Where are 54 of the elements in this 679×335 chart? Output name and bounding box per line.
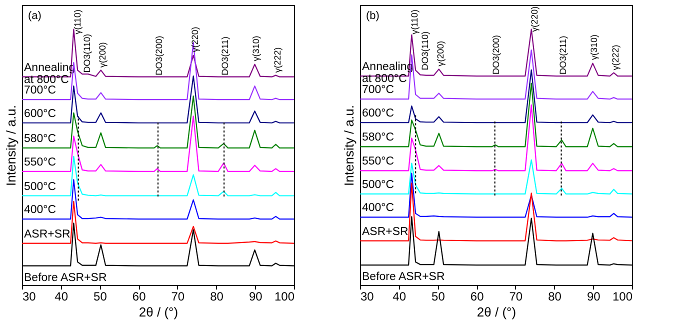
x-tick-label: 90	[586, 290, 601, 304]
x-axis-title: 2θ / (°)	[476, 304, 516, 320]
series-label: ASR+SR	[24, 228, 70, 240]
annotation: γ(310)	[251, 36, 262, 62]
x-tick-label: 50	[432, 290, 446, 304]
x-tick-label: 40	[392, 290, 406, 304]
series-label: Before ASR+SR	[362, 271, 445, 284]
series-label: 600°C	[24, 108, 56, 120]
x-tick-label: 30	[360, 290, 374, 304]
annotation: DO3(200)	[490, 35, 501, 75]
series-label: Before ASR+SR	[24, 272, 107, 284]
annotation: γ(222)	[272, 47, 283, 73]
series-label: 550°C	[24, 156, 56, 168]
series-label: 500°C	[24, 180, 56, 193]
y-axis-title: Intensity / a.u.	[342, 105, 356, 186]
annotation: γ(110)	[72, 10, 82, 34]
x-tick-label: 60	[132, 290, 146, 304]
series-label: 580°C	[24, 132, 56, 145]
series-label: 550°C	[362, 156, 394, 168]
x-tick-label: 80	[548, 290, 562, 304]
x-tick-label: 80	[210, 290, 224, 304]
annotation: γ(220)	[529, 6, 540, 32]
series-label: 600°C	[362, 108, 394, 120]
x-tick-label: 70	[509, 290, 523, 304]
annotation: γ(200)	[98, 42, 108, 68]
series-label: 700°C	[24, 84, 56, 97]
x-tick-label: 100	[612, 290, 633, 304]
y-axis-title: Intensity / a.u.	[4, 105, 18, 186]
series-label: 400°C	[24, 204, 56, 216]
x-tick-label: 50	[94, 290, 108, 304]
text: (a)	[28, 10, 42, 22]
annotation: γ(110)	[410, 10, 420, 34]
series-label: ASR+SR	[362, 226, 408, 238]
x-tick-label: 100	[274, 290, 295, 304]
series-label: 700°C	[362, 84, 394, 96]
x-tick-label: 90	[248, 290, 263, 304]
annotation: DO3(211)	[558, 36, 568, 75]
annotation: γ(310)	[589, 34, 600, 60]
text: (b)	[366, 10, 380, 22]
series-label: 580°C	[362, 132, 394, 144]
annotation: DO3(110)	[420, 31, 430, 70]
x-axis-title: 2θ / (°)	[138, 304, 178, 320]
x-tick-label: 40	[54, 290, 68, 304]
annotation: γ(220)	[190, 26, 200, 52]
annotation: γ(222)	[610, 44, 621, 70]
x-tick-label: 70	[171, 290, 185, 304]
x-tick-label: 30	[22, 290, 36, 304]
annotation: DO3(200)	[154, 36, 164, 76]
annotation: DO3(211)	[220, 36, 230, 76]
series-label: 500°C	[362, 178, 394, 191]
annotation: DO3(110)	[82, 34, 92, 73]
annotation: γ(200)	[436, 40, 446, 66]
x-tick-label: 60	[470, 290, 484, 304]
series-label: 400°C	[362, 202, 394, 214]
